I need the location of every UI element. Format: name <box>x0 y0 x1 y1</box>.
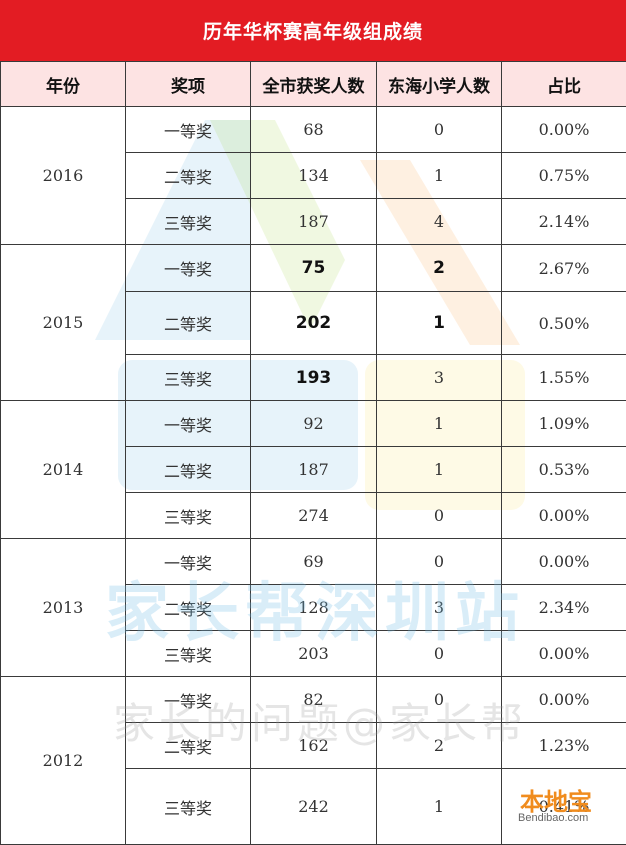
year-cell: 2016 <box>1 107 126 245</box>
prize-cell: 二等奖 <box>126 447 251 493</box>
ratio-cell: 0.00% <box>502 539 626 585</box>
city-count-cell: 92 <box>251 401 377 447</box>
ratio-cell: 0.75% <box>502 153 626 199</box>
prize-cell: 一等奖 <box>126 539 251 585</box>
prize-cell: 一等奖 <box>126 245 251 292</box>
city-count-cell: 187 <box>251 447 377 493</box>
table-row: 2015 一等奖 75 2 2.67% <box>1 245 626 292</box>
school-count-cell: 0 <box>377 677 502 723</box>
header-row: 年份 奖项 全市获奖人数 东海小学人数 占比 <box>1 62 626 107</box>
school-count-cell: 4 <box>377 199 502 245</box>
prize-cell: 一等奖 <box>126 677 251 723</box>
ratio-cell: 0.00% <box>502 107 626 153</box>
city-count-cell: 193 <box>251 355 377 401</box>
header-year: 年份 <box>1 62 126 107</box>
header-prize: 奖项 <box>126 62 251 107</box>
city-count-cell: 202 <box>251 292 377 355</box>
ratio-cell: 1.23% <box>502 723 626 769</box>
results-table: 年份 奖项 全市获奖人数 东海小学人数 占比 2016 一等奖 68 0 0.0… <box>0 61 626 845</box>
city-count-cell: 69 <box>251 539 377 585</box>
prize-cell: 二等奖 <box>126 585 251 631</box>
ratio-cell: 0.00% <box>502 493 626 539</box>
school-count-cell: 1 <box>377 401 502 447</box>
school-count-cell: 2 <box>377 245 502 292</box>
prize-cell: 一等奖 <box>126 107 251 153</box>
table-title: 历年华杯赛高年级组成绩 <box>0 0 626 61</box>
ratio-cell: 1.09% <box>502 401 626 447</box>
ratio-cell: 1.55% <box>502 355 626 401</box>
table-row: 2014 一等奖 92 1 1.09% <box>1 401 626 447</box>
city-count-cell: 242 <box>251 769 377 845</box>
ratio-cell: 2.34% <box>502 585 626 631</box>
school-count-cell: 0 <box>377 493 502 539</box>
prize-cell: 三等奖 <box>126 199 251 245</box>
header-city-count: 全市获奖人数 <box>251 62 377 107</box>
year-cell: 2013 <box>1 539 126 677</box>
school-count-cell: 3 <box>377 585 502 631</box>
school-count-cell: 0 <box>377 631 502 677</box>
school-count-cell: 2 <box>377 723 502 769</box>
ratio-cell: 0.00% <box>502 677 626 723</box>
ratio-cell: 0.50% <box>502 292 626 355</box>
school-count-cell: 1 <box>377 292 502 355</box>
school-count-cell: 1 <box>377 447 502 493</box>
city-count-cell: 68 <box>251 107 377 153</box>
table-row: 2012 一等奖 82 0 0.00% <box>1 677 626 723</box>
city-count-cell: 187 <box>251 199 377 245</box>
ratio-cell: 0.00% <box>502 631 626 677</box>
city-count-cell: 134 <box>251 153 377 199</box>
prize-cell: 三等奖 <box>126 631 251 677</box>
year-cell: 2015 <box>1 245 126 401</box>
school-count-cell: 0 <box>377 539 502 585</box>
prize-cell: 三等奖 <box>126 493 251 539</box>
school-count-cell: 3 <box>377 355 502 401</box>
city-count-cell: 162 <box>251 723 377 769</box>
ratio-cell: 0.53% <box>502 447 626 493</box>
school-count-cell: 1 <box>377 769 502 845</box>
ratio-cell: 2.67% <box>502 245 626 292</box>
ratio-cell: 0.41% <box>502 769 626 845</box>
prize-cell: 三等奖 <box>126 769 251 845</box>
city-count-cell: 82 <box>251 677 377 723</box>
prize-cell: 二等奖 <box>126 153 251 199</box>
school-count-cell: 1 <box>377 153 502 199</box>
year-cell: 2012 <box>1 677 126 845</box>
table-row: 2013 一等奖 69 0 0.00% <box>1 539 626 585</box>
header-ratio: 占比 <box>502 62 626 107</box>
prize-cell: 三等奖 <box>126 355 251 401</box>
ratio-cell: 2.14% <box>502 199 626 245</box>
year-cell: 2014 <box>1 401 126 539</box>
prize-cell: 二等奖 <box>126 292 251 355</box>
school-count-cell: 0 <box>377 107 502 153</box>
city-count-cell: 128 <box>251 585 377 631</box>
city-count-cell: 274 <box>251 493 377 539</box>
header-school-count: 东海小学人数 <box>377 62 502 107</box>
prize-cell: 二等奖 <box>126 723 251 769</box>
prize-cell: 一等奖 <box>126 401 251 447</box>
table-row: 2016 一等奖 68 0 0.00% <box>1 107 626 153</box>
city-count-cell: 75 <box>251 245 377 292</box>
city-count-cell: 203 <box>251 631 377 677</box>
